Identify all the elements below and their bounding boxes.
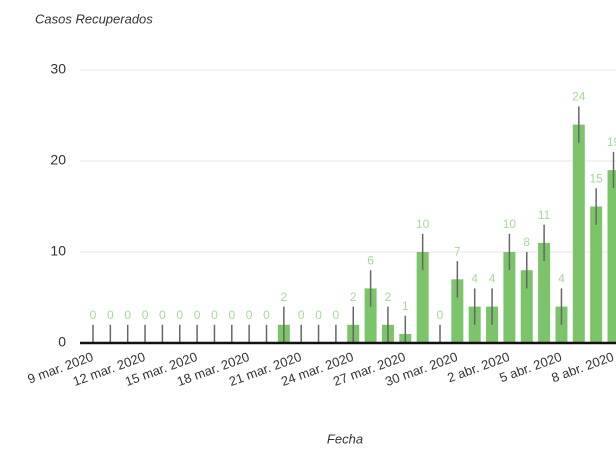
y-tick-label: 20 — [50, 152, 66, 168]
y-tick-label: 30 — [50, 61, 66, 77]
bar — [451, 279, 464, 343]
x-axis-title: Fecha — [327, 431, 363, 446]
value-label: 11 — [538, 208, 551, 222]
value-label: 24 — [572, 90, 586, 104]
value-label: 2 — [350, 290, 357, 304]
value-label: 0 — [315, 308, 322, 322]
value-label: 10 — [416, 217, 430, 231]
value-label: 0 — [246, 308, 253, 322]
bar — [538, 242, 551, 343]
value-label: 2 — [281, 290, 288, 304]
value-label: 1 — [402, 299, 409, 313]
bar — [572, 124, 585, 343]
value-label: 0 — [228, 308, 235, 322]
value-label: 0 — [194, 308, 201, 322]
value-label: 0 — [211, 308, 218, 322]
value-label: 8 — [523, 235, 530, 249]
value-label: 0 — [142, 308, 149, 322]
value-label: 0 — [298, 308, 305, 322]
value-label: 4 — [471, 272, 478, 286]
value-label: 0 — [437, 308, 444, 322]
bar — [590, 206, 603, 343]
value-label: 0 — [159, 308, 166, 322]
value-label: 0 — [124, 308, 131, 322]
value-label: 6 — [367, 253, 374, 267]
value-label: 7 — [454, 244, 461, 258]
value-label: 0 — [176, 308, 183, 322]
value-label: 0 — [90, 308, 97, 322]
value-label: 0 — [263, 308, 270, 322]
value-label: 10 — [503, 217, 517, 231]
value-label: 0 — [107, 308, 114, 322]
bar — [364, 288, 377, 343]
value-label: 15 — [589, 171, 603, 185]
bar — [503, 252, 516, 343]
value-label: 4 — [558, 272, 565, 286]
value-label: 4 — [489, 272, 496, 286]
bar — [520, 270, 533, 343]
chart-title: Casos Recuperados — [35, 11, 153, 26]
value-label: 0 — [333, 308, 340, 322]
value-label: 19 — [607, 135, 616, 149]
y-tick-label: 10 — [50, 243, 66, 259]
value-label: 2 — [385, 290, 392, 304]
y-tick-label: 0 — [58, 334, 66, 350]
bar — [607, 170, 616, 343]
bar — [416, 252, 429, 343]
